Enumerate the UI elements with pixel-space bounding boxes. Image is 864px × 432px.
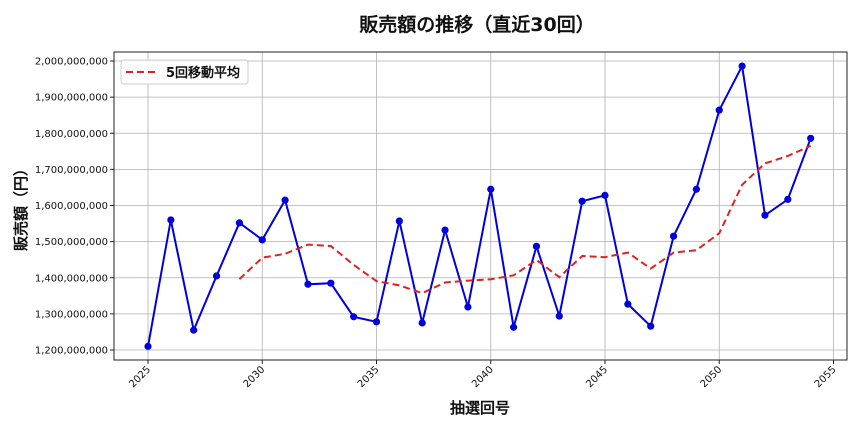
- x-axis-ticks: 2025 2030 2035 2040 2045 2050 2055: [127, 360, 839, 390]
- legend-label: 5回移動平均: [166, 65, 240, 81]
- y-tick-label: 1,900,000,000: [35, 93, 108, 104]
- data-point-marker: [235, 219, 243, 227]
- data-point-marker: [692, 185, 701, 193]
- x-tick-label: 2045: [584, 364, 610, 390]
- data-point-marker: [441, 226, 449, 234]
- x-tick-label: 2055: [813, 364, 839, 390]
- y-tick-label: 1,700,000,000: [35, 165, 108, 176]
- chart-title: 販売額の推移（直近30回）: [359, 14, 595, 36]
- data-point-marker: [212, 272, 221, 280]
- data-point-marker: [761, 211, 769, 219]
- y-axis-label: 販売額（円）: [12, 161, 30, 251]
- data-point-marker: [624, 300, 632, 308]
- data-point-marker: [601, 191, 609, 199]
- y-tick-label: 1,800,000,000: [35, 129, 108, 140]
- data-point-marker: [715, 106, 723, 114]
- data-point-marker: [350, 313, 358, 321]
- data-point-marker: [532, 242, 541, 250]
- y-tick-label: 1,300,000,000: [35, 309, 108, 320]
- data-point-marker: [167, 216, 175, 224]
- data-point-marker: [464, 303, 472, 311]
- data-series: [144, 62, 815, 350]
- data-point-marker: [578, 197, 586, 205]
- sales-line: [147, 62, 812, 347]
- y-tick-label: 2,000,000,000: [35, 57, 108, 68]
- data-point-marker: [258, 236, 266, 244]
- y-axis-ticks: 1,200,000,000 1,300,000,000 1,400,000,000 1…: [35, 57, 114, 357]
- data-point-marker: [647, 322, 655, 330]
- data-point-marker: [738, 62, 746, 70]
- x-tick-label: 2040: [470, 364, 496, 390]
- grid-lines: [114, 52, 847, 360]
- y-tick-label: 1,500,000,000: [35, 237, 108, 248]
- legend-box: [120, 59, 249, 85]
- x-tick-label: 2035: [356, 364, 382, 390]
- data-point-marker: [190, 326, 198, 334]
- data-point-marker: [555, 312, 563, 320]
- y-tick-label: 1,400,000,000: [35, 273, 108, 284]
- y-tick-label: 1,200,000,000: [35, 346, 108, 357]
- y-tick-label: 1,600,000,000: [35, 201, 108, 212]
- x-axis-label: 抽選回号: [450, 399, 510, 417]
- data-point-marker: [281, 196, 289, 204]
- data-point-marker: [395, 217, 403, 225]
- data-point-marker: [418, 319, 426, 327]
- data-point-marker: [327, 279, 335, 287]
- x-tick-label: 2030: [242, 364, 268, 390]
- data-point-marker: [509, 323, 518, 331]
- legend: 5回移動平均: [120, 59, 249, 85]
- data-point-marker: [669, 232, 678, 240]
- data-point-marker: [807, 134, 815, 142]
- moving-average-line: [238, 144, 812, 295]
- data-point-marker: [487, 185, 495, 193]
- data-point-marker: [304, 280, 312, 288]
- plot-frame: [113, 51, 848, 361]
- x-tick-label: 2050: [699, 364, 725, 390]
- x-tick-label: 2025: [127, 364, 153, 390]
- data-point-marker: [372, 318, 381, 326]
- data-point-marker: [784, 195, 792, 203]
- data-point-marker: [144, 342, 152, 350]
